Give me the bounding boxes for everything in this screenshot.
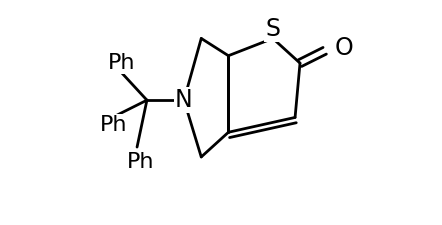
Text: Ph: Ph <box>127 152 155 172</box>
Text: N: N <box>175 88 193 112</box>
Text: Ph: Ph <box>100 115 127 135</box>
Text: S: S <box>265 17 280 40</box>
Text: O: O <box>335 36 353 60</box>
Text: Ph: Ph <box>107 53 135 73</box>
